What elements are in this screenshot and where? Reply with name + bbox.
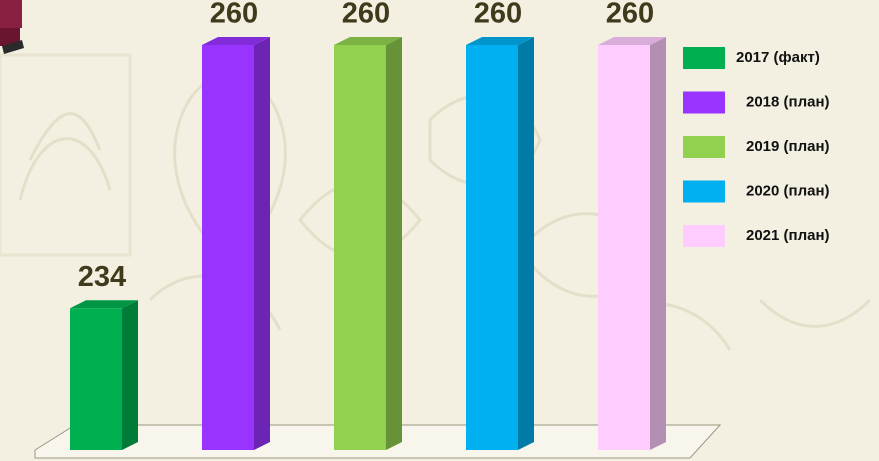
legend-swatch xyxy=(683,225,725,247)
bar xyxy=(70,308,122,450)
bar-top xyxy=(202,37,270,45)
data-label: 260 xyxy=(342,0,390,30)
bar-top xyxy=(466,37,534,45)
legend-label: 2021 (план) xyxy=(746,227,830,244)
bar xyxy=(202,45,254,450)
data-label: 260 xyxy=(210,0,258,30)
bar xyxy=(598,45,650,450)
bar-side xyxy=(518,37,534,450)
bar-top xyxy=(334,37,402,45)
legend-swatch xyxy=(683,47,725,69)
bar-side xyxy=(650,37,666,450)
legend-label: 2017 (факт) xyxy=(736,49,820,66)
data-label: 260 xyxy=(606,0,654,30)
bar-side xyxy=(254,37,270,450)
data-label: 260 xyxy=(474,0,522,30)
legend-swatch xyxy=(683,91,725,114)
bar-top xyxy=(70,300,138,309)
bar xyxy=(466,45,518,450)
figure-decor xyxy=(0,0,24,54)
bar-side xyxy=(386,37,402,450)
legend-swatch xyxy=(683,136,725,158)
bar-side xyxy=(122,300,138,450)
bar xyxy=(334,45,386,450)
legend-label: 2019 (план) xyxy=(746,138,830,155)
legend-label: 2020 (план) xyxy=(746,182,830,199)
legend-label: 2018 (план) xyxy=(746,93,830,110)
data-label: 234 xyxy=(78,261,126,293)
legend-swatch xyxy=(683,180,725,203)
bar-top xyxy=(598,37,666,45)
